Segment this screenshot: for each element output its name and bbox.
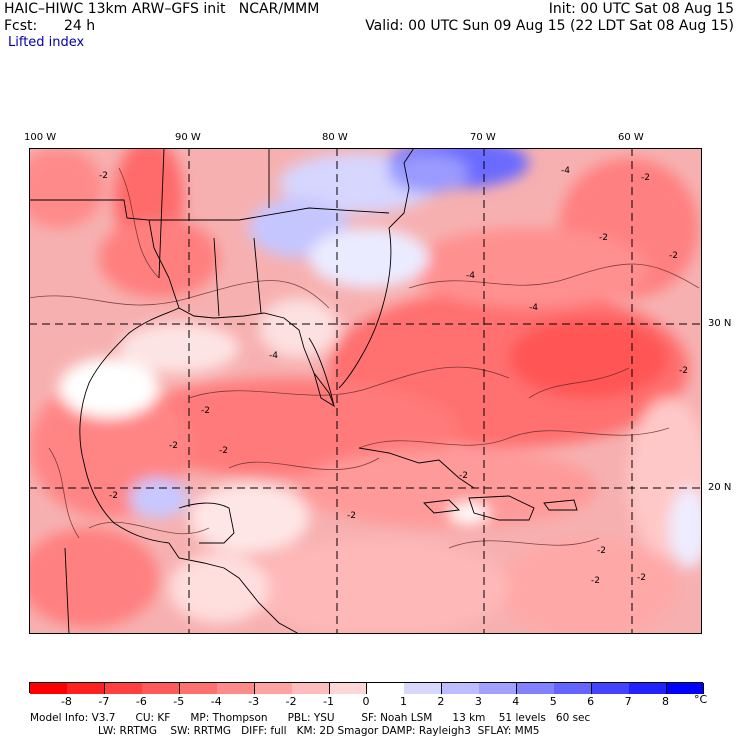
colorbar xyxy=(29,682,705,694)
colorbar-tick-label: 2 xyxy=(437,695,445,708)
colorbar-swatch xyxy=(142,683,181,694)
colorbar-unit: °C xyxy=(694,693,708,706)
contour-label: -2 xyxy=(597,546,606,556)
forecast-hour: 24 h xyxy=(64,18,96,34)
colorbar-tick-label: 1 xyxy=(399,695,407,708)
colorbar-tick-label: -6 xyxy=(135,695,147,708)
valid-time: Valid: 00 UTC Sun 09 Aug 15 (22 LDT Sat … xyxy=(365,18,734,34)
contour-label: -4 xyxy=(269,351,278,361)
lon-label-70w: 70 W xyxy=(470,132,496,143)
lat-lon-grid xyxy=(29,148,702,634)
lon-label-90w: 90 W xyxy=(175,132,201,143)
forecast-label: Fcst: xyxy=(4,18,38,34)
colorbar-tick-label: 8 xyxy=(662,695,670,708)
init-time: Init: 00 UTC Sat 08 Aug 15 xyxy=(548,1,734,17)
colorbar-tick-label: -2 xyxy=(285,695,297,708)
field-name: Lifted index xyxy=(8,35,85,50)
colorbar-tick-label: 0 xyxy=(362,695,370,708)
colorbar-tick-label: -5 xyxy=(173,695,185,708)
colorbar-swatch xyxy=(367,683,405,694)
map-border xyxy=(29,148,702,634)
colorbar-swatch xyxy=(554,683,593,694)
model-title: HAIC–HIWC 13km ARW–GFS init NCAR/MMM xyxy=(4,1,320,17)
lat-label-20n: 20 N xyxy=(708,482,732,493)
colorbar-tick-label: 7 xyxy=(624,695,632,708)
contour-label: -2 xyxy=(99,171,108,181)
contour-label: -2 xyxy=(459,471,468,481)
contour-label: -2 xyxy=(347,511,356,521)
coastlines xyxy=(29,148,578,634)
colorbar-tick-label: -8 xyxy=(60,695,72,708)
colorbar-swatch xyxy=(629,683,668,694)
colorbar-swatch xyxy=(179,683,218,694)
contour-label: -2 xyxy=(109,491,118,501)
colorbar-tick-label: -1 xyxy=(323,695,335,708)
contour-label: -2 xyxy=(591,576,600,586)
lon-label-80w: 80 W xyxy=(322,132,348,143)
colorbar-swatch xyxy=(404,683,443,694)
colorbar-swatch xyxy=(217,683,256,694)
colorbar-swatch xyxy=(254,683,293,694)
lon-label-60w: 60 W xyxy=(618,132,644,143)
contour-label: -2 xyxy=(669,251,678,261)
model-info-line-1: Model Info: V3.7 CU: KF MP: Thompson PBL… xyxy=(30,712,591,724)
contour-label: -2 xyxy=(599,233,608,243)
colorbar-tick-label: 6 xyxy=(587,695,595,708)
colorbar-swatch xyxy=(329,683,368,694)
colorbar-swatch xyxy=(67,683,106,694)
colorbar-tick-label: 5 xyxy=(549,695,557,708)
contour-label: -4 xyxy=(466,271,475,281)
contour-label: -2 xyxy=(641,173,650,183)
colorbar-swatch xyxy=(591,683,630,694)
contour-label: -2 xyxy=(201,406,210,416)
model-info-line-2: LW: RRTMG SW: RRTMG DIFF: full KM: 2D Sm… xyxy=(98,725,540,737)
colorbar-swatch xyxy=(292,683,331,694)
colorbar-swatch xyxy=(441,683,480,694)
colorbar-swatch xyxy=(666,683,705,694)
colorbar-swatch xyxy=(479,683,518,694)
colorbar-tick-label: -3 xyxy=(248,695,260,708)
contour-label-group: -2 -4 -2 -4 -2 -2 -4 -2 -2 -2 -4 -2 -2 -… xyxy=(99,166,688,586)
colorbar-tick-label: 4 xyxy=(512,695,520,708)
contour-label: -2 xyxy=(679,366,688,376)
colorbar-tick-label: -4 xyxy=(210,695,222,708)
colorbar-swatch xyxy=(30,683,68,694)
lon-label-100w: 100 W xyxy=(24,132,57,143)
colorbar-swatch xyxy=(104,683,143,694)
contour-label: -2 xyxy=(169,441,178,451)
map-field: -2 -4 -2 -4 -2 -2 -4 -2 -2 -2 -4 -2 -2 -… xyxy=(29,148,702,634)
lat-label-30n: 30 N xyxy=(708,318,732,329)
contour-label: -2 xyxy=(637,573,646,583)
contour-label: -4 xyxy=(529,303,538,313)
colorbar-tick-label: 3 xyxy=(474,695,482,708)
contour-label: -4 xyxy=(561,166,570,176)
contour-label: -2 xyxy=(219,446,228,456)
colorbar-swatch xyxy=(516,683,555,694)
colorbar-tick-label: -7 xyxy=(98,695,110,708)
lifted-index-map: -2 -4 -2 -4 -2 -2 -4 -2 -2 -2 -4 -2 -2 -… xyxy=(29,148,702,634)
